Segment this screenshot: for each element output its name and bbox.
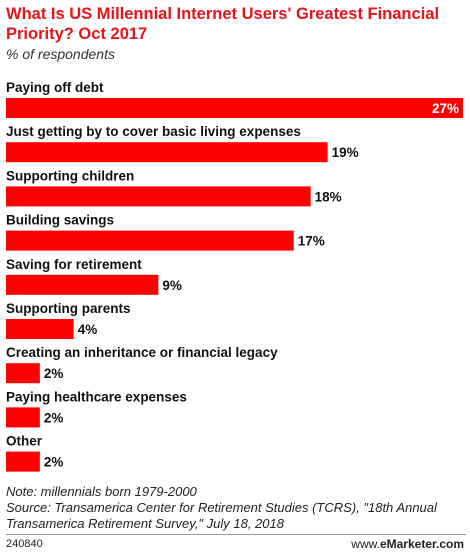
category-label: Other — [6, 434, 43, 449]
bar — [6, 407, 40, 428]
brand-name: eMarketer.com — [379, 537, 464, 551]
chart-title: What Is US Millennial Internet Users' Gr… — [6, 5, 440, 43]
value-label: 2% — [44, 410, 64, 425]
category-label: Supporting children — [6, 168, 134, 183]
category-label: Just getting by to cover basic living ex… — [6, 124, 301, 139]
value-label: 18% — [315, 189, 342, 204]
category-label: Saving for retirement — [6, 257, 142, 272]
bar — [6, 363, 40, 384]
footer-divider — [6, 534, 466, 535]
category-label: Supporting parents — [6, 301, 131, 316]
category-label: Paying off debt — [6, 80, 104, 95]
category-label: Paying healthcare expenses — [6, 389, 187, 404]
chart-id: 240840 — [6, 538, 43, 550]
value-label: 19% — [332, 145, 359, 160]
bar — [6, 142, 328, 163]
bar-chart: Paying off debt 27% Just getting by to cov… — [6, 80, 463, 472]
value-label: 2% — [44, 455, 64, 470]
bar — [6, 98, 463, 118]
value-label: 9% — [162, 278, 182, 293]
note-text: Note: millennials born 1979-2000 — [6, 484, 197, 499]
value-label: 27% — [432, 101, 459, 116]
chart-subtitle: % of respondents — [6, 46, 115, 62]
bar — [6, 451, 40, 472]
category-label: Building savings — [6, 213, 114, 228]
value-label: 17% — [298, 234, 325, 249]
brand-logo: www.eMarketer.com — [351, 537, 464, 551]
bar — [6, 230, 294, 251]
value-label: 2% — [44, 366, 64, 381]
bar — [6, 274, 159, 295]
chart-notes: Note: millennials born 1979-2000 Source:… — [6, 484, 466, 532]
bar — [6, 186, 311, 207]
value-label: 4% — [78, 322, 98, 337]
bar — [6, 319, 74, 339]
brand-prefix: www. — [351, 537, 380, 551]
category-label: Creating an inheritance or financial leg… — [6, 345, 278, 360]
source-text: Source: Transamerica Center for Retireme… — [6, 500, 437, 531]
